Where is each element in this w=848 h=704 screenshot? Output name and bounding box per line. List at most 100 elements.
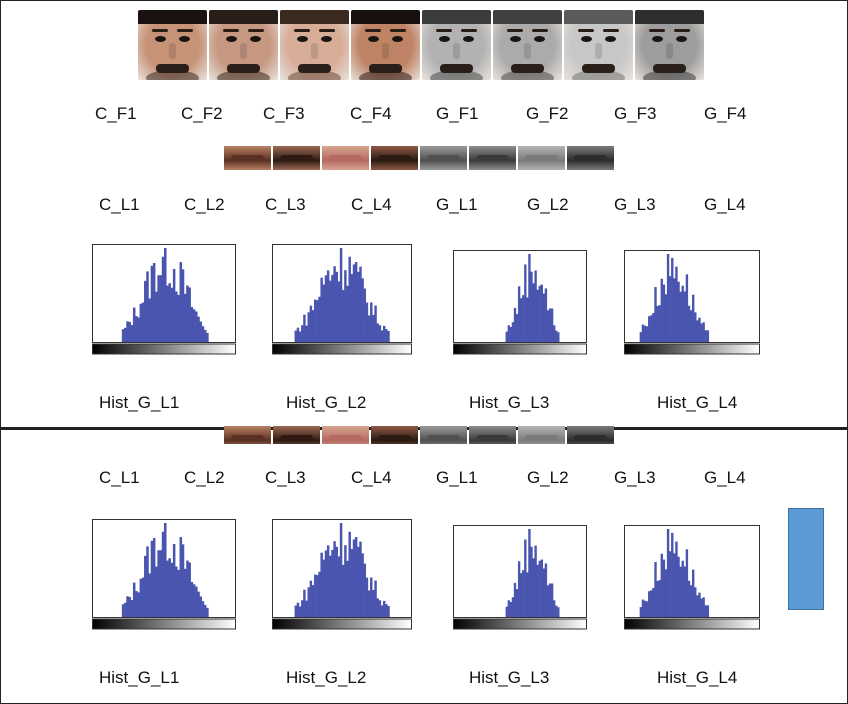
histogram-bar (550, 308, 554, 342)
histogram-bar (546, 585, 550, 617)
histogram-bar (301, 600, 304, 617)
histogram-bar (155, 291, 158, 342)
histogram-bar (530, 271, 533, 342)
lip-image (518, 146, 565, 170)
histogram-bar (166, 285, 169, 342)
lip-image (273, 146, 320, 170)
histogram-bar (698, 317, 701, 342)
histogram-bar (192, 309, 196, 342)
histogram-bar (350, 549, 354, 617)
histogram-bar (164, 523, 167, 617)
histogram-bar (348, 256, 351, 342)
lip-image (371, 146, 418, 170)
histogram-svg (453, 250, 587, 355)
histogram-bar (367, 315, 371, 342)
histogram-bar (126, 596, 129, 617)
histogram-bar (164, 248, 167, 342)
histogram-g-l1 (92, 519, 236, 631)
histogram-bar (524, 539, 527, 617)
histogram-bar (677, 281, 680, 342)
hist-label: Hist_G_L4 (657, 668, 738, 687)
lip-label: C_L1 (99, 195, 140, 214)
histogram-bar (376, 323, 379, 342)
histogram-bar (352, 539, 356, 617)
histogram-bar (135, 316, 138, 342)
histogram-bar (658, 580, 661, 617)
histogram-bar (206, 332, 209, 342)
face-image (351, 10, 420, 80)
histogram-bar (673, 278, 676, 342)
histogram-bar (365, 302, 369, 342)
histogram-bar (374, 305, 377, 342)
lip-label: C_L3 (265, 468, 306, 487)
histogram-bar (526, 297, 529, 342)
histogram-bar (652, 587, 655, 617)
histogram-bar (534, 270, 537, 342)
histogram-bar (643, 600, 647, 617)
lip-label-row-top: C_L1 C_L2 C_L3 C_L4 G_L1 G_L2 G_L3 G_L4 (0, 195, 848, 219)
histogram-bar (132, 582, 136, 617)
histogram-bar (201, 601, 205, 617)
histogram-bar (128, 322, 132, 342)
histogram-bar (550, 583, 554, 617)
histogram-bar (172, 543, 176, 617)
histogram-bar (660, 553, 663, 617)
histogram-bar (509, 326, 513, 342)
face-label: C_F4 (350, 104, 392, 123)
histogram-bar (316, 300, 319, 342)
histogram-bar (203, 604, 207, 617)
histogram-bar (329, 555, 332, 617)
histogram-bar (544, 563, 548, 617)
histogram-bar (704, 605, 707, 617)
histogram-bar (372, 314, 375, 342)
histogram-bar (203, 329, 207, 342)
histogram-bar (188, 287, 191, 342)
histogram-bar (643, 325, 647, 342)
lip-label: C_L4 (351, 195, 392, 214)
histogram-bar (505, 331, 508, 342)
histogram-bar (313, 574, 317, 617)
histogram-bar (342, 289, 345, 342)
histogram-bar (645, 601, 649, 617)
face-image (422, 10, 491, 80)
histogram-bar (344, 545, 347, 617)
histogram-bar (335, 546, 338, 617)
histogram-bar (658, 305, 661, 342)
histogram-bar (348, 531, 351, 617)
histogram-bar (320, 277, 323, 342)
histogram-g-l3 (453, 525, 587, 631)
histogram-bar (130, 600, 134, 617)
histogram-g-l1 (92, 244, 236, 356)
blue-rectangle-block (788, 508, 824, 610)
histogram-bar (664, 569, 668, 617)
histogram-bar (197, 591, 200, 617)
histogram-bar (376, 598, 379, 617)
histogram-bar (664, 294, 668, 342)
histogram-bar (553, 600, 556, 617)
histogram-g-l2 (272, 519, 412, 631)
histogram-bar (700, 598, 703, 617)
grayscale-colorbar (272, 343, 412, 355)
hist-label: Hist_G_L4 (657, 393, 738, 412)
face-label: G_F3 (614, 104, 657, 123)
histogram-bar (294, 330, 298, 342)
histogram-bar (689, 310, 693, 342)
histogram-bar (673, 553, 676, 617)
histogram-bar (385, 604, 388, 617)
histogram-bar (534, 545, 537, 617)
histogram-bar (544, 288, 548, 342)
histogram-bar (190, 582, 194, 617)
histogram-bar (177, 294, 180, 342)
lip-image-strip (224, 146, 614, 170)
histogram-bar (157, 275, 160, 342)
histogram-bar (183, 293, 187, 342)
histogram-bar (296, 602, 300, 617)
histogram-bar (316, 575, 319, 617)
histogram-bar (648, 591, 651, 617)
histogram-bar (704, 330, 707, 342)
histogram-bar (175, 291, 178, 342)
histogram-bar (668, 276, 672, 342)
histogram-bar (168, 558, 171, 617)
histogram-bar (170, 562, 174, 617)
lip-image (322, 426, 369, 444)
